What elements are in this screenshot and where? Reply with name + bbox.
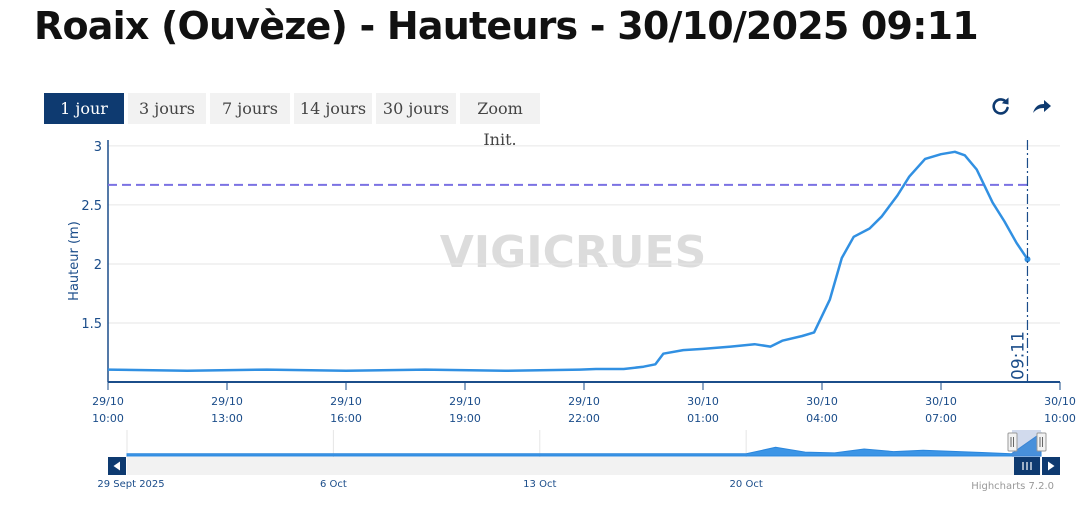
x-tick-date-label: 30/10 (1044, 395, 1076, 408)
scrollbar-left-button[interactable] (108, 457, 126, 475)
navigator-date-label: 6 Oct (320, 479, 347, 490)
watermark: VIGICRUES (440, 227, 707, 278)
x-tick-time-label: 10:00 (1044, 412, 1076, 425)
scrollbar-thumb[interactable] (1014, 457, 1040, 475)
y-tick-label: 3 (94, 140, 102, 155)
y-tick-label: 2 (94, 258, 102, 273)
x-tick-time-label: 04:00 (806, 412, 838, 425)
range-button-1-day[interactable]: 1 jour (44, 93, 124, 124)
x-tick-date-label: 29/10 (568, 395, 600, 408)
scrollbar-right-button[interactable] (1042, 457, 1060, 475)
x-tick-date-label: 29/10 (92, 395, 124, 408)
navigator-date-label: 20 Oct (730, 479, 763, 490)
x-tick-date-label: 30/10 (806, 395, 838, 408)
x-tick-time-label: 10:00 (92, 412, 124, 425)
y-tick-label: 2.5 (81, 199, 102, 214)
current-time-label: 09:11 (1008, 331, 1028, 380)
navigator-series-area (126, 432, 1042, 457)
refresh-icon[interactable] (989, 94, 1013, 118)
navigator-right-handle[interactable] (1036, 432, 1047, 452)
share-arrow-icon[interactable] (1030, 94, 1054, 118)
navigator-date-label: 13 Oct (523, 479, 556, 490)
x-tick-date-label: 29/10 (211, 395, 243, 408)
range-button-30-days[interactable]: 30 jours (376, 93, 456, 124)
x-tick-time-label: 01:00 (687, 412, 719, 425)
y-axis-title: Hauteur (m) (67, 221, 82, 301)
y-tick-label: 1.5 (81, 317, 102, 332)
x-tick-time-label: 07:00 (925, 412, 957, 425)
x-tick-date-label: 30/10 (925, 395, 957, 408)
navigator-date-label: 29 Sept 2025 (97, 479, 164, 490)
x-tick-time-label: 16:00 (330, 412, 362, 425)
range-button-3-days[interactable]: 3 jours (128, 93, 206, 124)
latest-point-marker (1024, 256, 1031, 263)
range-button-zoom-init[interactable]: Zoom Init. (460, 93, 540, 149)
x-tick-date-label: 29/10 (330, 395, 362, 408)
range-button-14-days[interactable]: 14 jours (294, 93, 372, 124)
range-button-7-days[interactable]: 7 jours (210, 93, 290, 124)
x-tick-date-label: 29/10 (449, 395, 481, 408)
x-tick-date-label: 30/10 (687, 395, 719, 408)
x-tick-time-label: 22:00 (568, 412, 600, 425)
x-tick-time-label: 19:00 (449, 412, 481, 425)
navigator-left-handle[interactable] (1007, 432, 1018, 452)
credits-link[interactable]: Highcharts 7.2.0 (971, 481, 1054, 492)
x-tick-time-label: 13:00 (211, 412, 243, 425)
page-title: Roaix (Ouvèze) - Hauteurs - 30/10/2025 0… (34, 4, 979, 48)
water-level-series-line[interactable] (107, 150, 1029, 373)
scrollbar-track[interactable] (127, 457, 1041, 475)
